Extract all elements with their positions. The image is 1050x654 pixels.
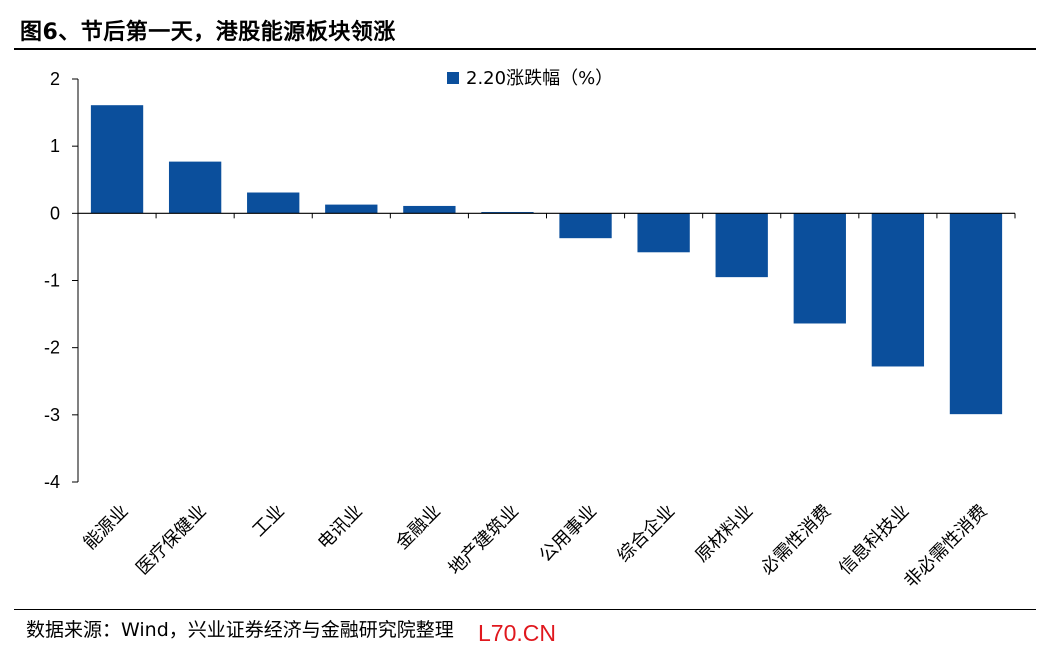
bar (168, 161, 222, 214)
title-rule (14, 48, 1036, 50)
legend-label: 2.20涨跌幅（%） (466, 68, 613, 89)
category-label: 必需性消费 (757, 501, 835, 579)
category-label: 公用事业 (535, 501, 601, 567)
bar (90, 105, 144, 214)
category-label: 原材料业 (691, 501, 757, 567)
bar (637, 213, 690, 253)
y-tick-label: -4 (44, 472, 60, 492)
bar (403, 205, 456, 214)
y-tick-label: -3 (44, 405, 60, 425)
category-label: 综合企业 (613, 501, 679, 567)
category-label: 电讯业 (314, 501, 367, 554)
y-tick-label: -2 (44, 338, 60, 358)
bar (559, 213, 612, 239)
category-label: 金融业 (392, 501, 445, 554)
category-label: 地产建筑业 (445, 501, 523, 579)
bar (793, 213, 846, 324)
watermark: L70.CN (478, 620, 556, 646)
bar (481, 211, 534, 214)
category-label: 信息科技业 (835, 501, 913, 579)
bar (247, 192, 300, 214)
category-label: 工业 (248, 501, 288, 541)
bar (871, 213, 925, 367)
source-rule (14, 609, 1036, 610)
bar-chart: 2 1 0 -1 -2 -3 -4 能源业 医疗保健业 工业 电讯业 金融业 地产建筑业 公用事业 综合企业… (44, 68, 1016, 592)
category-label: 非必需性消费 (900, 501, 991, 592)
y-tick-label: 1 (50, 136, 60, 156)
bar (715, 213, 768, 278)
y-tick-label: 0 (50, 203, 60, 223)
bar (325, 204, 378, 214)
y-tick-label: 2 (50, 69, 60, 89)
bar (949, 213, 1003, 415)
category-label: 能源业 (80, 501, 133, 554)
figure-title: 图6、节后第一天，港股能源板块领涨 (20, 20, 396, 45)
legend-swatch (447, 72, 459, 84)
source-note: 数据来源：Wind，兴业证券经济与金融研究院整理 (26, 619, 454, 641)
y-tick-label: -1 (44, 271, 60, 291)
category-label: 医疗保健业 (132, 501, 210, 579)
